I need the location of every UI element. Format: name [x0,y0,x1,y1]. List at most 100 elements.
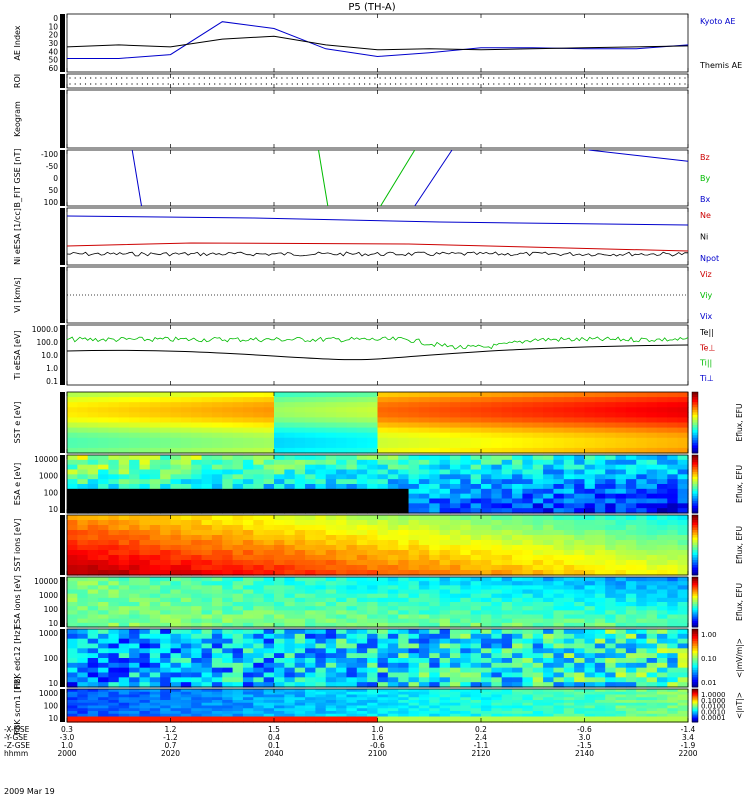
esa-e-cell [512,503,523,509]
sst-e-cell [160,422,172,429]
sst-e-cell [667,402,679,408]
sst-e-cell [449,447,461,454]
esa-e-cell [605,464,617,471]
esa-e-cell [242,493,254,500]
esa-i-cell [377,597,389,603]
sst-i-cell [242,560,254,566]
sst-i-cell [501,560,513,566]
esa-e-cell [191,498,203,504]
sst-e-cell [439,447,451,454]
roi-dot [436,83,438,85]
fbk-e-cell [201,629,213,635]
sst-e-cell [108,392,120,398]
esa-i-cell [460,618,472,624]
esa-i-cell [584,622,596,628]
fbk-e-cell [656,672,668,678]
fbk-b-cell [512,716,523,720]
esa-i-cell [574,614,586,620]
esa-i-cell [512,610,523,616]
fbk-b-cell [677,711,689,715]
esa-e-cell [346,459,358,466]
sst-e-cell [263,392,275,398]
sst-i-cell [408,515,420,521]
sst-i-cell [625,515,637,521]
esa-e-cell [481,484,492,490]
fbk-b-cell [408,700,420,704]
fbk-e-cell [336,662,348,669]
sst-i-cell [481,535,492,541]
sst-e-cell [325,447,337,454]
fbk-b-cell [594,719,606,723]
sst-e-cell [636,397,648,403]
sst-e-cell [149,407,161,413]
esa-e-cell [522,455,534,461]
esa-e-cell [563,459,575,466]
sst-e-cell [108,437,120,444]
fbk-e-cell [584,648,596,654]
ephem-row-label: -X-GSE [4,725,30,734]
sst-i-cell [605,540,617,546]
fbk-b-cell [274,711,285,715]
roi-dot [575,83,578,85]
bfit-trace-1 [318,149,329,207]
sst-i-cell [129,560,141,566]
sst-i-cell [429,530,441,536]
sst-e-cell [294,427,306,434]
esa-e-cell [222,459,234,466]
sst-e-cell [356,422,368,429]
sst-i-cell [222,545,234,551]
esa-e-cell [191,459,203,466]
fbk-e-cell [201,658,213,664]
fbk-b-cell [677,705,689,709]
fbk-b-cell [667,691,679,696]
sst-e-cell [274,427,285,434]
sst-e-cell [574,442,586,449]
fbk-b-cell [139,708,151,712]
sst-i-cell [191,525,203,531]
esa-i-cell [129,593,141,599]
esa-e-cell [232,474,244,480]
fbk-e-cell [470,629,482,635]
fbk-e-cell [439,682,451,688]
fbk-b-cell [315,705,327,709]
sst-i-cell [232,530,244,536]
sst-i-cell [387,550,399,556]
esa-i-cell [67,614,78,620]
esa-i-cell [77,577,89,582]
fbk-e-cell [108,662,120,669]
fbk-e-colorbar-cell [692,631,698,635]
esa-i-cell [543,585,555,591]
sst-i-cell [129,525,141,531]
ephem-cell: -1.4 [681,725,696,734]
esa-i-cell [460,602,472,607]
fbk-e-cell [656,662,668,669]
fbk-e-cell [501,633,513,640]
sst-i-cell [491,535,503,541]
fbk-b-cell [481,719,492,723]
sst-i-cell [439,520,451,526]
sst-i-cell [646,550,658,556]
esa-e-cell [408,498,420,504]
fbk-b-cell [232,713,244,718]
sst-e-cell [377,407,389,413]
esa-i-cell [532,614,544,620]
esa-i-cell [346,618,358,624]
sst-e-cell [522,417,534,424]
sst-i-cell [263,530,275,536]
fbk-e-cell [574,677,586,683]
fbk-e-colorbar-tick: 0.01 [701,679,717,687]
esa-e-cell [470,464,482,471]
esa-e-cell [67,498,78,504]
fbk-e-cell [387,648,399,654]
sst-i-cell [336,550,348,556]
roi-dot [157,77,159,79]
esa-e-cell [284,493,296,500]
sst-i-cell [594,565,606,571]
esa-i-cell [222,618,234,624]
fbk-e-cell [315,638,327,645]
fbk-e-cell [625,633,637,640]
sst-i-cell [118,550,130,556]
fbk-e-cell [563,633,575,640]
esa-i-ytick: 10000 [34,577,58,586]
esa-i-cell [439,602,451,607]
